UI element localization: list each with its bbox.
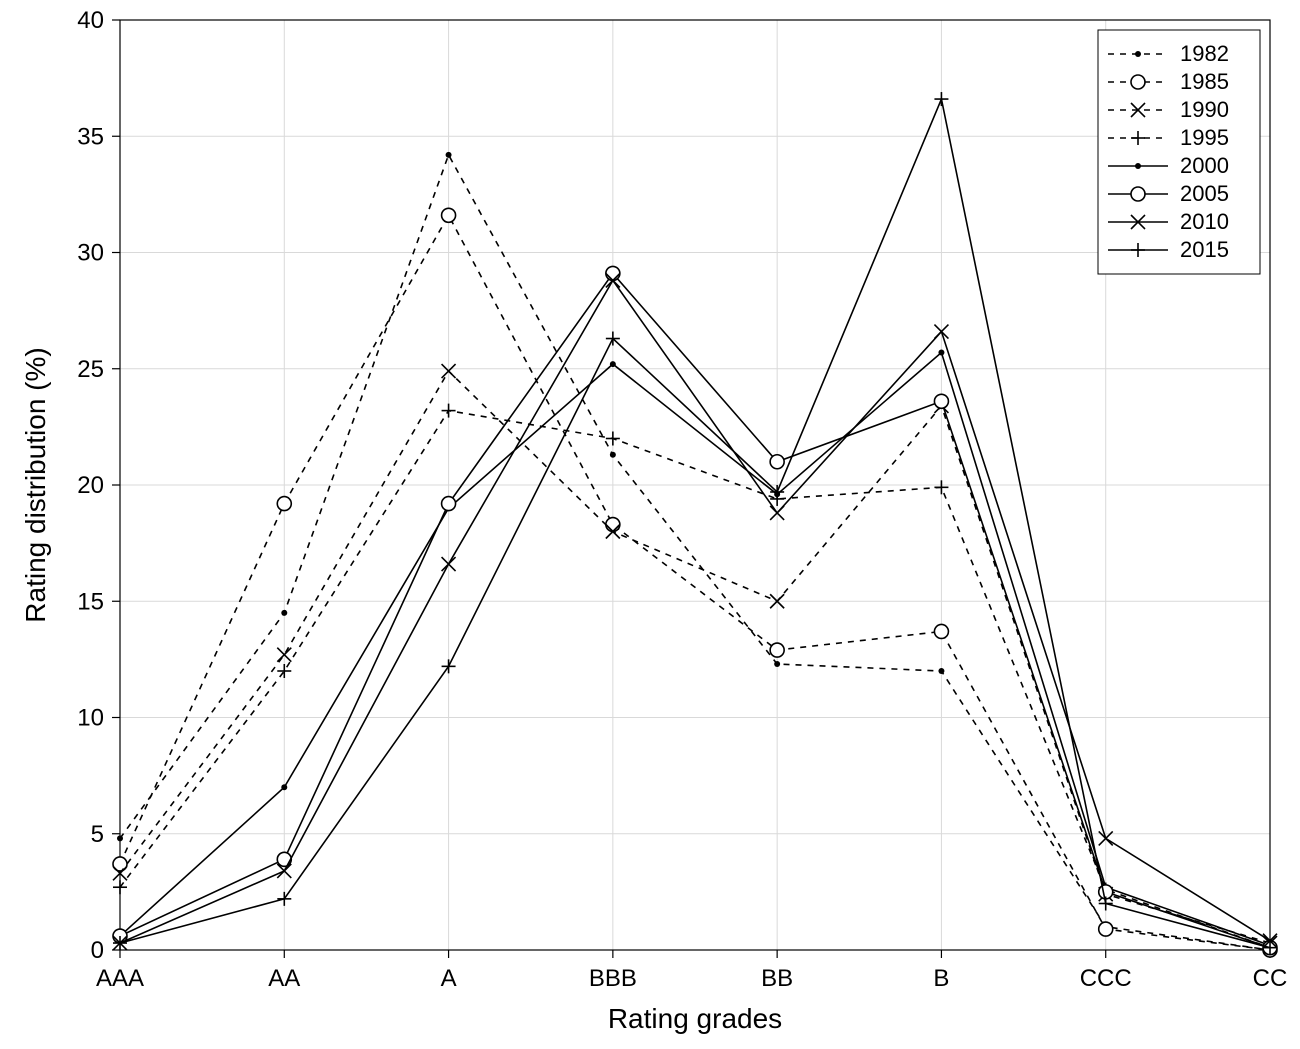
y-tick-label: 0 — [91, 937, 104, 964]
x-tick-label: B — [933, 965, 949, 992]
x-tick-label: AA — [268, 965, 300, 992]
x-tick-label: CCC — [1080, 965, 1132, 992]
legend-item-label: 1982 — [1180, 41, 1229, 66]
y-tick-label: 10 — [77, 705, 104, 732]
y-tick-label: 15 — [77, 588, 104, 615]
x-tick-label: AAA — [96, 965, 144, 992]
y-tick-label: 35 — [77, 123, 104, 150]
chart-svg: AAAAAABBBBBBCCCCC0510152025303540Rating … — [0, 0, 1300, 1049]
legend-item-label: 1990 — [1180, 97, 1229, 122]
y-axis-label: Rating distribution (%) — [20, 347, 51, 622]
rating-distribution-chart: AAAAAABBBBBBCCCCC0510152025303540Rating … — [0, 0, 1300, 1049]
y-tick-label: 5 — [91, 821, 104, 848]
x-tick-label: CC — [1253, 965, 1288, 992]
x-tick-label: A — [441, 965, 457, 992]
legend-item-label: 2005 — [1180, 181, 1229, 206]
x-tick-label: BB — [761, 965, 793, 992]
legend: 1982 1985 1990 1995 2000 2005 2010 2015 — [1098, 30, 1260, 274]
legend-item-label: 2015 — [1180, 237, 1229, 262]
x-axis-label: Rating grades — [608, 1003, 782, 1034]
legend-item-label: 2010 — [1180, 209, 1229, 234]
x-tick-label: BBB — [589, 965, 637, 992]
y-tick-label: 40 — [77, 7, 104, 34]
legend-item-label: 1995 — [1180, 125, 1229, 150]
legend-item-label: 2000 — [1180, 153, 1229, 178]
y-tick-label: 20 — [77, 472, 104, 499]
legend-item-label: 1985 — [1180, 69, 1229, 94]
y-tick-label: 30 — [77, 240, 104, 267]
y-tick-label: 25 — [77, 356, 104, 383]
